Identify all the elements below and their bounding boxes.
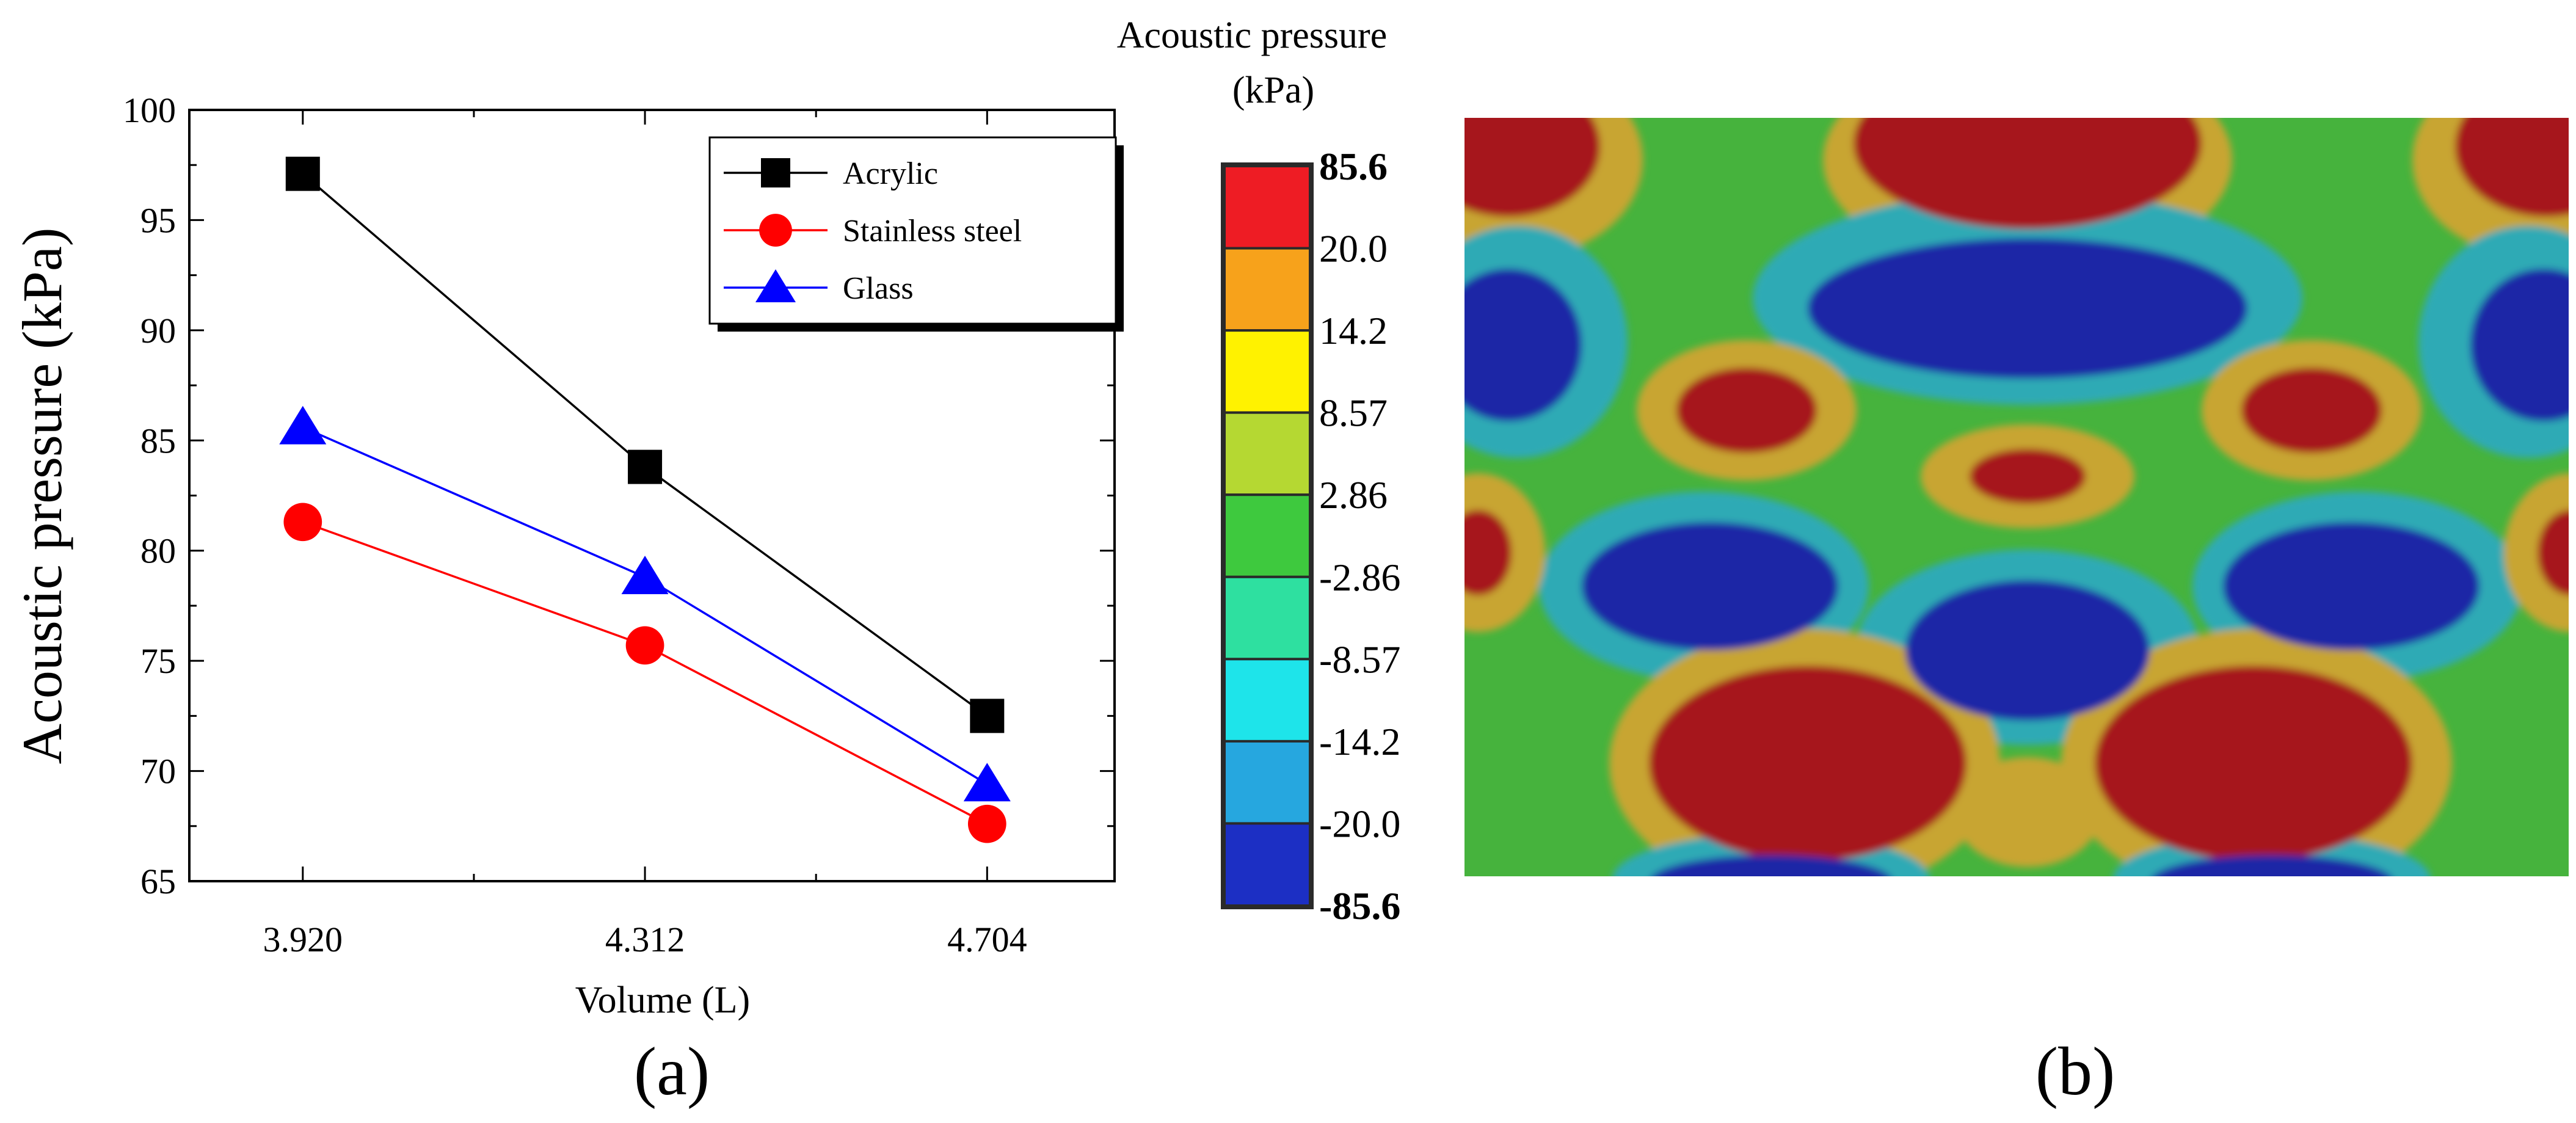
colorbar-cell — [1223, 822, 1311, 907]
contour-positive-peak — [1676, 368, 1817, 453]
contour-negative-peak — [1582, 522, 1838, 650]
y-tick-label: 90 — [140, 311, 176, 351]
data-point — [621, 556, 669, 595]
y-axis: 65 70 75 80 85 90 95 100 — [123, 90, 1115, 901]
colorbar-label: 8.57 — [1319, 391, 1388, 435]
x-axis-title: Volume (L) — [575, 979, 750, 1021]
data-point — [628, 449, 663, 484]
legend-label: Acrylic — [843, 156, 938, 191]
contour-negative-peak — [2153, 855, 2391, 876]
colorbar-label: -14.2 — [1319, 720, 1400, 763]
colorbar-cell — [1223, 740, 1311, 825]
legend-marker — [759, 214, 792, 247]
contour-negative-peak — [2223, 522, 2480, 650]
data-point — [625, 626, 664, 665]
y-tick-label: 70 — [140, 752, 176, 791]
colorbar-cell — [1223, 493, 1311, 578]
y-axis-title: Acoustic pressure (kPa) — [11, 228, 73, 765]
data-point — [967, 804, 1006, 843]
contour-positive-peak — [2455, 118, 2569, 217]
contour-positive-peak — [1464, 118, 1600, 217]
contour-negative-peak — [1905, 580, 2150, 721]
legend-marker — [755, 269, 796, 302]
legend: Acrylic Stainless steel Glass — [708, 136, 1124, 332]
pressure-field-map: (b) — [1464, 118, 2569, 1110]
y-tick-label: 95 — [140, 200, 176, 240]
contour-positive-peak — [1649, 666, 1967, 861]
colorbar-label: -20.0 — [1319, 802, 1400, 845]
colorbar-cell — [1223, 575, 1311, 661]
legend-label: Stainless steel — [843, 214, 1022, 249]
contour-positive-peak — [1854, 118, 2202, 229]
data-point — [970, 699, 1005, 733]
contour-positive-peak — [1464, 510, 1512, 595]
y-tick-label: 100 — [123, 90, 176, 130]
contour-positive-ring — [2504, 473, 2569, 632]
colorbar-label: -8.57 — [1319, 638, 1400, 681]
colorbar-label: 85.6 — [1319, 145, 1388, 188]
y-tick-label: 65 — [140, 862, 176, 901]
field-contours — [1464, 118, 2569, 876]
colorbar-cell — [1223, 411, 1311, 496]
contour-negative-peak — [1464, 269, 1582, 421]
x-tick-label: 4.704 — [947, 920, 1027, 959]
contour-positive-ring — [1954, 757, 2101, 867]
series-layer — [279, 156, 1011, 843]
contour-negative-peak — [1652, 855, 1890, 876]
legend-label: Glass — [843, 271, 914, 306]
colorbar-title: Acoustic pressure — [1117, 15, 1387, 56]
y-tick-label: 85 — [140, 421, 176, 460]
contour-positive-peak — [2538, 510, 2569, 595]
panel-label-a: (a) — [634, 1034, 710, 1110]
data-point — [283, 503, 322, 542]
colorbar-unit: (kPa) — [1232, 70, 1314, 111]
y-tick-label: 75 — [140, 641, 176, 681]
contour-positive-peak — [1970, 449, 2086, 504]
colorbar-label: 2.86 — [1319, 473, 1388, 517]
contour-negative-peak — [2470, 269, 2569, 421]
x-axis: 3.920 4.312 4.704 — [263, 110, 1027, 959]
contour-positive-peak — [2241, 368, 2382, 453]
colorbar: Acoustic pressure (kPa) 85.6 20.0 14.2 8.57… — [1117, 15, 1401, 928]
data-point — [963, 763, 1011, 802]
y-tick-label: 80 — [140, 531, 176, 571]
line-chart: 65 70 75 80 85 90 95 100 3.920 4.312 4.704 Acoust… — [11, 90, 1124, 1110]
colorbar-label: -2.86 — [1319, 556, 1400, 599]
data-point — [279, 405, 327, 445]
colorbar-label: 20.0 — [1319, 227, 1388, 271]
colorbar-cell — [1223, 247, 1311, 332]
colorbar-label: 14.2 — [1319, 309, 1388, 352]
x-tick-label: 4.312 — [605, 920, 685, 959]
colorbar-cell — [1223, 165, 1311, 250]
data-point — [285, 156, 320, 191]
colorbar-cell — [1223, 658, 1311, 743]
contour-negative-peak — [1808, 238, 2247, 379]
legend-marker — [761, 158, 790, 187]
colorbar-label: -85.6 — [1319, 884, 1400, 928]
x-tick-label: 3.920 — [263, 920, 343, 959]
colorbar-cell — [1223, 329, 1311, 414]
contour-positive-peak — [2095, 666, 2412, 861]
panel-label-b: (b) — [2036, 1034, 2116, 1110]
